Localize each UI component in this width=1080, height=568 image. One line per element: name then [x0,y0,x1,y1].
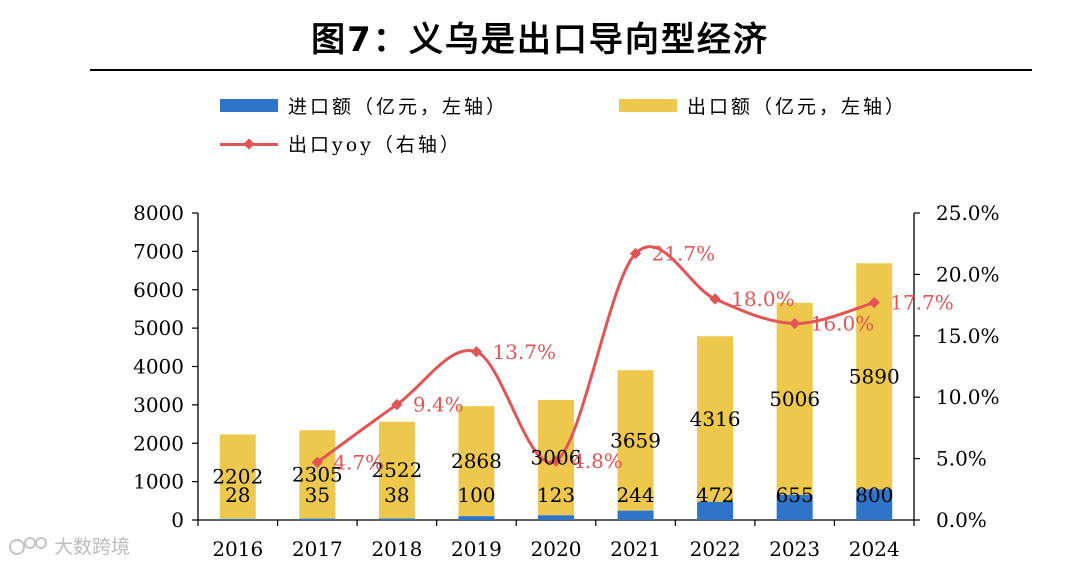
import-bar [299,518,336,520]
right-axis-tick-label: 25.0% [936,201,1000,225]
legend-export-label: 出口额（亿元，左轴） [687,96,908,118]
import-data-label: 100 [457,483,495,507]
yoy-data-label: 4.7% [333,450,384,474]
watermark: 大数跨境 [8,532,130,559]
yoy-data-label: 17.7% [890,291,954,315]
export-data-label: 2202 [212,465,263,489]
legend-yoy-swatch [220,137,278,151]
yoy-point [470,346,483,358]
yoy-point [709,293,721,305]
left-axis-tick-label: 5000 [133,316,184,340]
x-axis-tick-label: 2017 [292,537,343,561]
yoy-data-label: 21.7% [652,242,716,266]
export-bar [617,370,654,511]
export-data-label: 5890 [849,364,900,388]
export-bar [299,430,336,519]
x-axis-tick-label: 2022 [690,537,741,561]
right-axis-tick-label: 15.0% [936,324,1000,348]
yoy-point [868,296,880,309]
export-data-label: 2305 [292,462,343,486]
x-axis-tick-label: 2024 [849,537,900,561]
legend-export-swatch [619,99,677,112]
yoy-point [550,455,562,467]
yoy-data-label: 13.7% [492,340,556,364]
title-divider [90,69,1032,71]
import-data-label: 28 [225,483,250,507]
import-data-label: 472 [696,483,734,507]
watermark-logo-icon [9,536,47,555]
export-bar [776,302,813,495]
export-data-label: 3006 [531,446,582,470]
import-bar [538,515,574,520]
yoy-data-label: 18.0% [731,287,795,311]
legend-import: 进口额（亿元，左轴） [220,92,508,119]
yoy-data-label: 9.4% [413,393,464,417]
legend-yoy-label: 出口yoy（右轴） [288,134,462,156]
yoy-point [629,247,642,260]
import-bar [219,518,256,520]
x-axis-tick-label: 2021 [610,537,661,561]
right-axis-tick-label: 5.0% [936,447,987,471]
export-data-label: 4316 [690,407,741,431]
yoy-data-label: 4.8% [572,449,623,473]
yoy-point [789,317,801,330]
right-axis-tick-label: 0.0% [936,508,987,532]
x-axis-tick-label: 2023 [769,537,820,561]
import-data-label: 35 [305,483,330,507]
right-axis-tick-label: 10.0% [936,385,1000,409]
x-axis-tick-label: 2018 [371,537,422,561]
left-axis-tick-label: 3000 [133,393,184,417]
legend-yoy: 出口yoy（右轴） [220,130,462,157]
x-axis-tick-label: 2020 [531,537,582,561]
export-bar [458,406,495,517]
left-axis-tick-label: 6000 [133,278,184,302]
yoy-line [316,245,875,465]
import-bar [617,510,654,520]
legend-import-label: 进口额（亿元，左轴） [288,96,509,118]
import-bar [697,501,734,520]
export-bar [219,434,256,519]
legend-export: 出口额（亿元，左轴） [619,92,907,119]
left-axis-tick-label: 7000 [133,239,184,263]
export-data-label: 5006 [769,387,820,411]
watermark-text: 大数跨境 [54,536,131,558]
left-axis-tick-label: 4000 [133,355,184,379]
import-bar [378,518,415,520]
import-data-label: 38 [384,483,409,507]
import-bar [856,489,893,520]
x-axis-tick-label: 2019 [451,537,502,561]
import-data-label: 123 [537,483,575,507]
import-bar [458,516,495,520]
left-axis-tick-label: 0 [171,508,184,532]
left-axis-tick-label: 8000 [133,201,184,225]
yoy-point [391,398,403,411]
right-axis-tick-label: 20.0% [936,262,1000,286]
chart-title: 图7：义乌是出口导向型经济 [311,20,769,60]
left-axis-tick-label: 2000 [133,431,184,455]
import-data-label: 800 [855,483,893,507]
import-data-label: 655 [776,483,814,507]
export-bar [378,421,415,519]
legend-import-swatch [220,99,278,112]
x-axis-tick-label: 2016 [212,537,263,561]
import-data-label: 244 [616,483,654,507]
yoy-point [311,456,323,468]
import-bar [776,494,813,520]
export-data-label: 3659 [610,428,661,452]
export-data-label: 2522 [371,458,422,482]
yoy-data-label: 16.0% [811,312,875,336]
export-data-label: 2868 [451,449,502,473]
left-axis-tick-label: 1000 [133,470,184,494]
export-bar [697,336,734,502]
